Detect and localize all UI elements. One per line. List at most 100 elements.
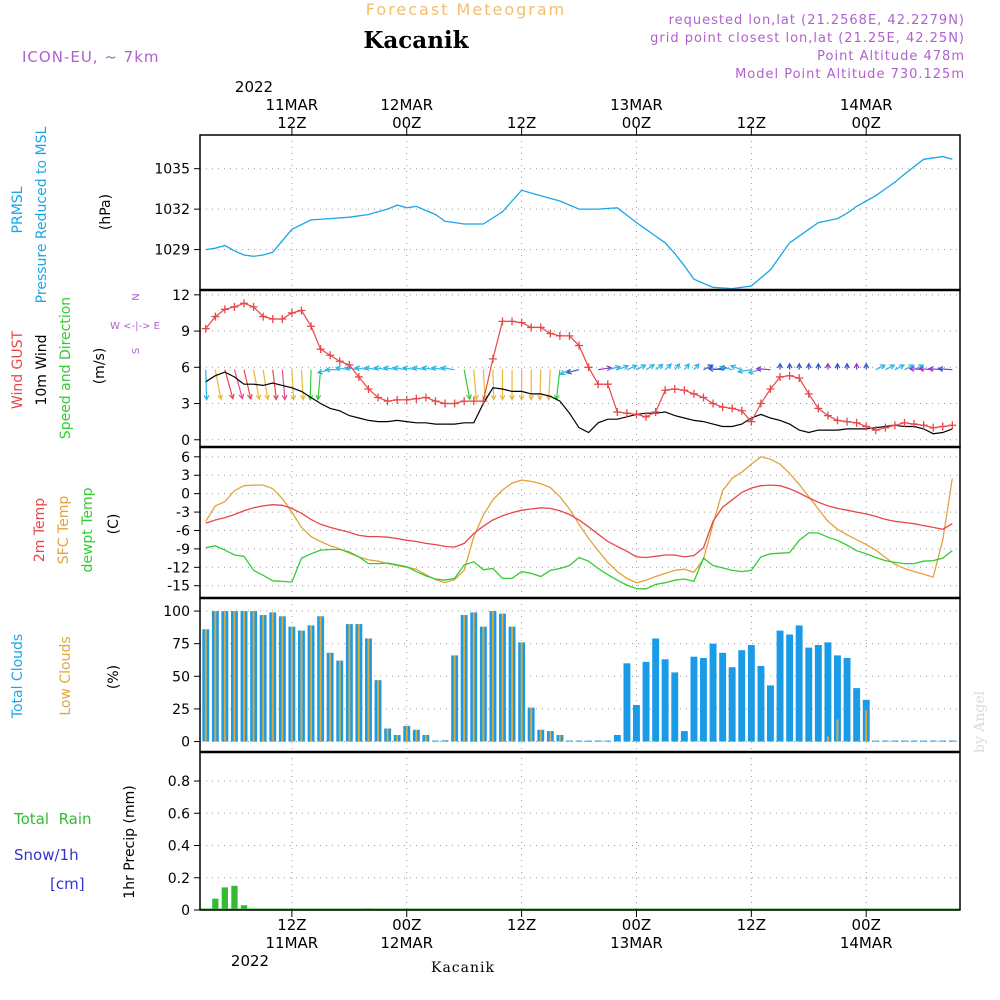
- wind-arrow-head: [631, 364, 638, 370]
- gust-point: [603, 380, 612, 389]
- wind-arrow-head: [853, 362, 860, 369]
- wind-arrow: [683, 363, 690, 371]
- gust-point: [670, 385, 679, 394]
- low-cloud-bar: [453, 655, 456, 742]
- wind-arrow-head: [786, 362, 793, 369]
- wind-arrow-head: [334, 365, 342, 372]
- wind-arrow: [718, 364, 733, 371]
- low-cloud-bar: [377, 680, 379, 742]
- footer-location: Kacanik: [431, 960, 495, 976]
- total-cloud-bar: [929, 740, 937, 742]
- time-label-top-date: 13MAR: [610, 96, 663, 114]
- panel-clouds: 0 25 50 75 100: [163, 598, 960, 752]
- wind-arrow-shaft: [309, 369, 312, 400]
- gust-point: [699, 393, 708, 402]
- pressure-labels: PRMSL Pressure Reduced to MSL (hPa): [10, 126, 114, 303]
- wind-arrow-head: [490, 394, 497, 401]
- low-cloud-bar: [491, 611, 494, 742]
- wind-arrow: [490, 369, 497, 401]
- title-forecast-meteogram: Forecast Meteogram: [366, 0, 566, 19]
- wind-arrow-head: [421, 365, 428, 372]
- wind-arrow: [553, 369, 561, 401]
- ytick-label: -9: [176, 542, 190, 558]
- wind-arrow: [824, 362, 831, 370]
- low-cloud-bar: [511, 626, 513, 742]
- wind-arrow-head: [707, 366, 714, 372]
- gust-point: [584, 363, 593, 372]
- wind-arrow-shaft: [566, 369, 580, 374]
- wind-arrow-head: [684, 363, 690, 370]
- wind-arrow-head: [290, 394, 297, 401]
- wind-arrow-head: [815, 362, 822, 369]
- ytick-label: 9: [181, 324, 190, 340]
- gust-point: [230, 302, 239, 311]
- compass-we: W <-|-> E: [110, 321, 160, 332]
- wind-arrow-shaft: [607, 366, 621, 371]
- gust-point: [297, 306, 306, 315]
- low-cloud-bar: [865, 710, 868, 742]
- low-cloud-bar: [204, 629, 207, 742]
- total-cloud-bar: [690, 656, 698, 742]
- ytick-label: 25: [172, 702, 190, 718]
- gust-point: [527, 323, 536, 332]
- wind-arrow-head: [729, 364, 737, 370]
- wind-arrow-head: [392, 365, 399, 372]
- wind-arrow-head: [528, 395, 535, 401]
- wind-arrow-head: [203, 394, 210, 401]
- gust-point: [508, 317, 517, 326]
- time-label-top-date: 11MAR: [266, 96, 319, 114]
- total-cloud-bar: [834, 655, 841, 742]
- total-cloud-bar: [566, 740, 573, 742]
- ytick-label: 12: [172, 288, 190, 304]
- gust-point: [756, 399, 765, 408]
- wind-label-gust: Wind GUST: [10, 330, 26, 409]
- compass-s: S: [131, 348, 142, 354]
- ytick-label: 3: [181, 397, 190, 413]
- time-label-bottom-hour: 12Z: [507, 916, 536, 934]
- temp-label-dewpt: dewpt Temp: [80, 487, 96, 572]
- wind-arrow-shaft: [473, 369, 477, 400]
- total-cloud-bar: [747, 645, 755, 742]
- wind-arrow-head: [354, 365, 361, 372]
- low-cloud-bar: [281, 616, 284, 742]
- time-label-top-hour: 12Z: [277, 114, 306, 132]
- low-cloud-bar: [558, 735, 561, 742]
- total-cloud-bar: [671, 672, 679, 742]
- wind-arrow-head: [718, 364, 726, 371]
- low-cloud-bar: [367, 638, 370, 742]
- gust-point: [412, 394, 421, 403]
- compass-rose: N W <-|-> E S: [110, 293, 160, 354]
- wind-arrow-head: [537, 394, 543, 401]
- wind-arrow-shaft: [539, 369, 542, 400]
- total-cloud-bar: [585, 740, 593, 742]
- wind-10m-line: [205, 371, 953, 435]
- wind-arrow-head: [666, 363, 673, 370]
- wind-arrow-head: [623, 364, 630, 370]
- total-cloud-bar: [776, 630, 784, 742]
- wind-arrow-shaft: [894, 364, 905, 371]
- ytick-label: 75: [172, 637, 190, 653]
- total-cloud-bar: [853, 688, 861, 742]
- total-cloud-bar: [920, 740, 928, 742]
- gust-point: [450, 399, 459, 408]
- wind-gust-line: [205, 302, 953, 431]
- wind-arrow-head: [879, 364, 886, 370]
- temp-labels: 2m Temp SFC Temp dewpt Temp (C): [32, 487, 122, 572]
- panel-frame: [199, 289, 961, 448]
- ytick-label: 0.2: [168, 871, 190, 887]
- total-cloud-bar: [843, 658, 851, 742]
- time-label-bottom-date: 12MAR: [380, 934, 433, 952]
- wind-arrow: [736, 368, 752, 375]
- total-cloud-bar: [642, 661, 650, 742]
- wind-arrow: [315, 369, 322, 401]
- low-cloud-bar: [396, 735, 399, 742]
- gust-point: [900, 418, 909, 427]
- wind-arrow: [937, 366, 953, 372]
- plot-layer: 102910321035036912-15-12-9-6-30360255075…: [154, 96, 961, 952]
- gust-point: [642, 412, 651, 421]
- closest-lonlat: grid point closest lon,lat (21.25E, 42.2…: [650, 31, 965, 46]
- gust-point: [680, 386, 689, 395]
- total-cloud-bar: [623, 663, 631, 742]
- model-altitude: Model Point Altitude 730.125m: [735, 67, 965, 82]
